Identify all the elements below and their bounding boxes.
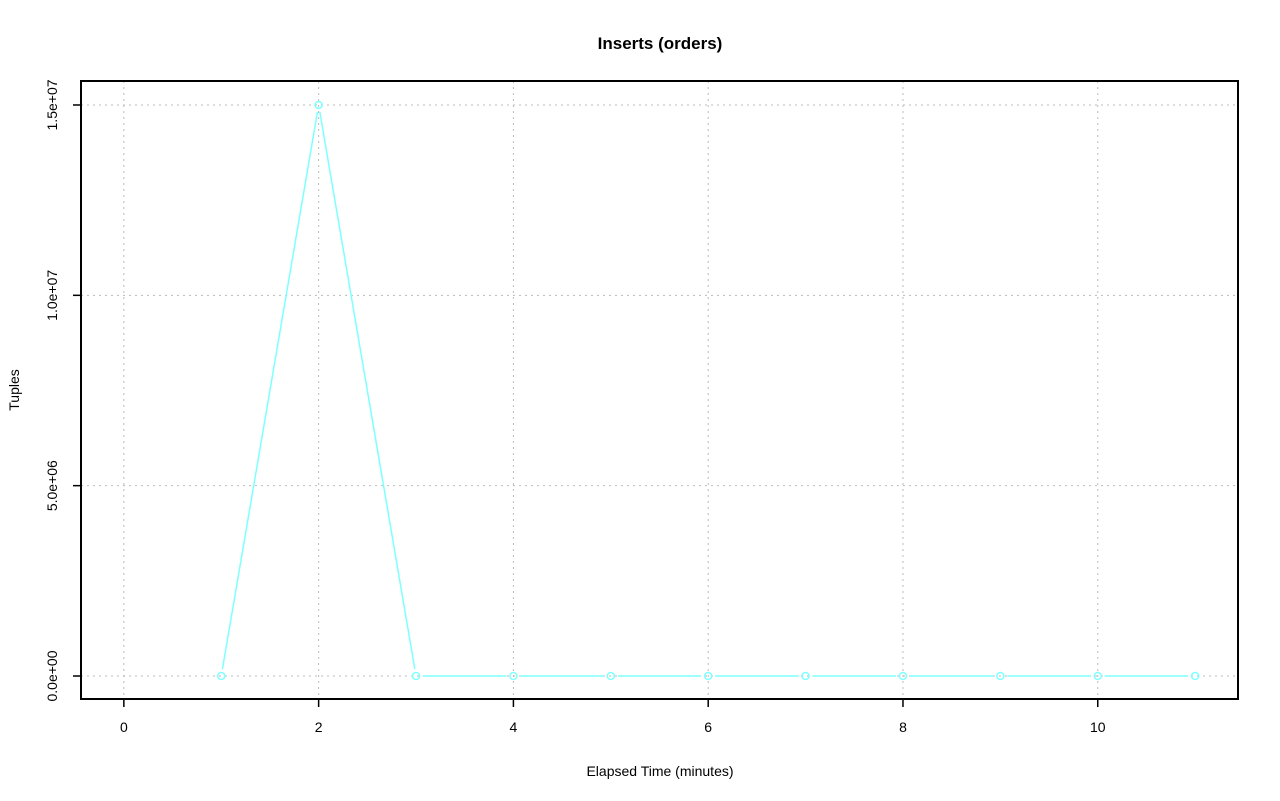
y-axis-label: Tuples bbox=[6, 369, 22, 411]
y-tick-label: 1.5e+07 bbox=[44, 79, 60, 130]
data-point bbox=[411, 671, 421, 681]
y-tick-label: 0.0e+00 bbox=[44, 650, 60, 701]
x-axis-label: Elapsed Time (minutes) bbox=[586, 763, 733, 779]
data-point bbox=[898, 671, 908, 681]
x-tick-label: 0 bbox=[120, 719, 128, 735]
data-point bbox=[1190, 671, 1200, 681]
plot-frame bbox=[80, 80, 1239, 700]
data-point bbox=[1093, 671, 1103, 681]
x-tick-label: 2 bbox=[315, 719, 323, 735]
series-line-segment bbox=[221, 111, 319, 670]
data-point bbox=[509, 671, 518, 681]
y-tick-label: 1.0e+07 bbox=[44, 270, 60, 321]
data-point bbox=[216, 671, 226, 681]
grid bbox=[81, 81, 1238, 699]
axes: 0 2 4 6 8 10 0.0e+00 5.0e+06 1.0e+07 1.5e+07 bbox=[44, 79, 1106, 735]
x-tick-label: 10 bbox=[1090, 719, 1106, 735]
series-line-segment bbox=[319, 111, 416, 670]
y-tick-label: 5.0e+06 bbox=[44, 460, 60, 511]
x-tick-label: 4 bbox=[510, 719, 518, 735]
series bbox=[216, 100, 1200, 681]
data-point bbox=[996, 671, 1005, 681]
x-tick-label: 6 bbox=[704, 719, 712, 735]
data-point bbox=[314, 100, 323, 110]
data-point bbox=[801, 671, 810, 681]
x-tick-label: 8 bbox=[899, 719, 907, 735]
chart-title: Inserts (orders) bbox=[598, 34, 723, 53]
data-point bbox=[606, 671, 616, 681]
data-point bbox=[703, 671, 713, 681]
